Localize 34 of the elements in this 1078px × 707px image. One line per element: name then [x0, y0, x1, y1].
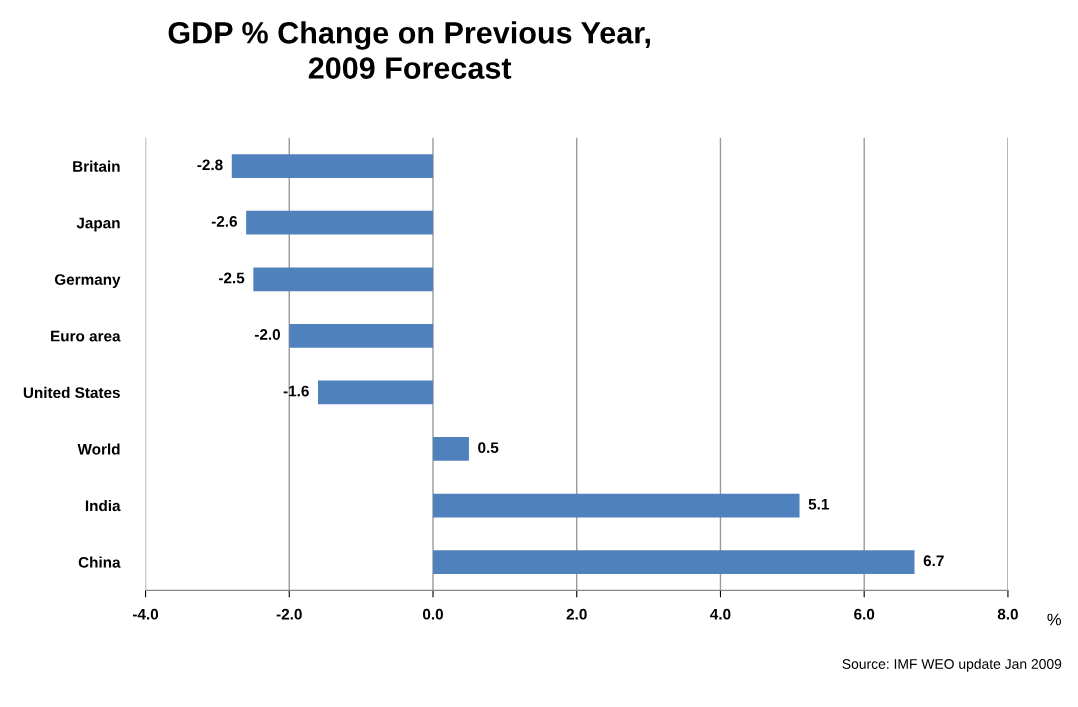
bar: [318, 380, 433, 405]
x-tick-label: 0.0: [422, 608, 443, 620]
y-tick-label: Euro area: [51, 330, 121, 342]
bar: [253, 267, 433, 292]
bar: [231, 154, 433, 179]
bar: [289, 323, 433, 348]
x-tick-label: 8.0: [997, 608, 1018, 620]
y-tick-label: United States: [23, 386, 120, 399]
y-tick-label: India: [85, 499, 121, 512]
data-label: -2.6: [211, 215, 237, 227]
bar: [433, 493, 800, 518]
source-note: Source: IMF WEO update Jan 2009: [842, 658, 1062, 672]
y-tick-label: Britain: [73, 160, 120, 172]
data-label: -2.8: [197, 159, 223, 171]
data-label: -2.0: [254, 329, 281, 340]
x-axis-title: %: [1047, 613, 1062, 626]
y-tick-label: Germany: [54, 274, 121, 288]
x-tick-label: -2.0: [276, 608, 302, 620]
x-tick-label: 2.0: [566, 608, 587, 620]
x-tick-label: 4.0: [710, 608, 731, 620]
y-tick-label: China: [78, 556, 121, 568]
data-label: 0.5: [478, 442, 499, 454]
x-tick-label: -4.0: [132, 608, 159, 620]
y-tick-label: Japan: [76, 217, 120, 232]
data-label: 6.7: [923, 555, 944, 567]
bar: [246, 210, 433, 235]
y-tick-label: World: [77, 443, 120, 455]
chart-title: GDP % Change on Previous Year, 2009 Forecast: [168, 21, 650, 79]
bar: [433, 550, 915, 574]
data-label: -1.6: [283, 385, 309, 397]
data-label: 5.1: [808, 498, 829, 510]
x-tick-label: 6.0: [854, 608, 875, 620]
bar: [433, 437, 469, 461]
data-label: -2.5: [218, 272, 245, 284]
